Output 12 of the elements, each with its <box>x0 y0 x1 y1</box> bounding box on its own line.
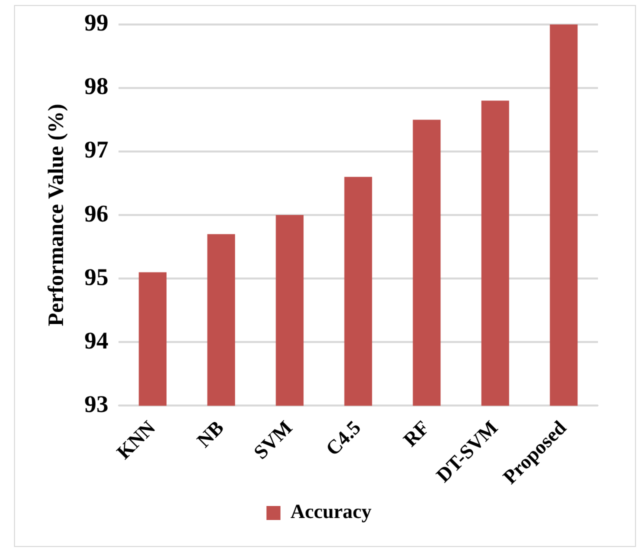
x-tick-label: RF <box>399 416 434 452</box>
x-tick-label: C4.5 <box>322 416 366 460</box>
y-tick-label: 98 <box>84 74 108 100</box>
y-tick-label: 93 <box>84 392 108 418</box>
y-tick-label: 97 <box>84 138 108 164</box>
y-tick-label: 94 <box>84 328 108 354</box>
y-tick-label: 96 <box>84 201 108 228</box>
legend-label: Accuracy <box>290 501 372 524</box>
y-tick-label: 99 <box>84 10 108 37</box>
y-tick-label: 95 <box>84 264 108 291</box>
x-tick-label: NB <box>193 416 228 452</box>
y-axis-title: Performance Value (%) <box>42 104 68 326</box>
